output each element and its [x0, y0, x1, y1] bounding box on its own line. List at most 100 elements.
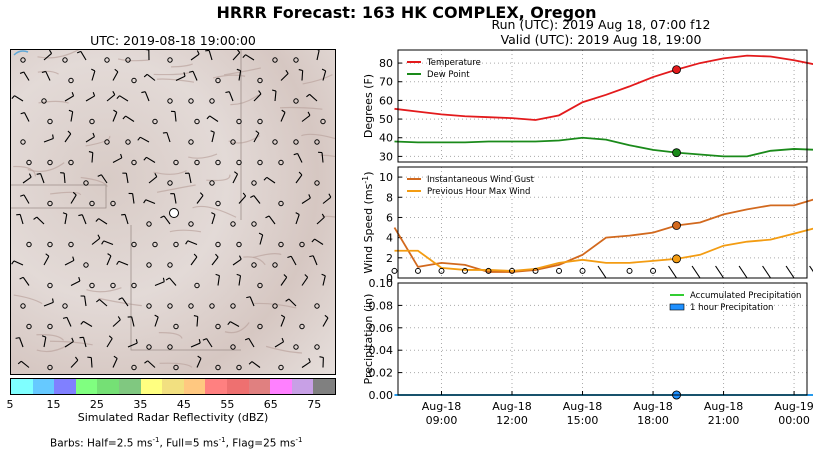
wind-barb [22, 176, 32, 184]
wind-barb [43, 255, 50, 266]
valid-time-marker [672, 148, 681, 158]
wind-barb [125, 173, 129, 184]
wind-barb [238, 70, 242, 81]
calm-wind-circle [236, 241, 242, 248]
x-tick-label: Aug-18 [422, 400, 461, 413]
calm-wind-circle [257, 159, 263, 166]
wind-barb-calm [461, 267, 468, 274]
county-border [130, 225, 241, 351]
terrain-ridge [243, 256, 266, 266]
calm-wind-circle [173, 323, 179, 330]
wind-barb-flag [193, 315, 198, 318]
terrain-ridge [213, 74, 246, 79]
y-tick-label: 0.10 [369, 277, 394, 290]
calm-wind-circle [47, 282, 53, 289]
wind-barb-flag [197, 355, 202, 359]
wind-barb-flag [112, 90, 116, 95]
y-axis-label-exp: -1 [361, 176, 370, 184]
wind-barb-flag [143, 199, 147, 204]
chart-panel-3: 0.00 0.02 0.04 0.06 0.08 0.10 Precipitation (i… [362, 277, 813, 427]
colorbar-tick-label: 5 [6, 398, 14, 411]
wind-barb [20, 360, 30, 368]
wind-barb [232, 173, 239, 184]
wind-barb [188, 173, 192, 184]
wind-barb-flag [76, 50, 82, 54]
wind-barb-flag [236, 273, 241, 277]
wind-barb-map [10, 49, 336, 375]
wind-barb-flag [237, 50, 241, 53]
wind-barb-flag [122, 115, 127, 120]
calm-wind-circle [278, 364, 284, 371]
wind-barb [64, 95, 74, 102]
calm-wind-circle [188, 221, 194, 227]
wind-barb-flag [67, 130, 72, 135]
series-line-2 [394, 136, 813, 158]
wind-barb [43, 337, 47, 348]
terrain-ridge [171, 63, 193, 68]
wind-barb [297, 153, 303, 163]
wind-barb [147, 360, 156, 368]
wind-barb [70, 359, 79, 368]
wind-barb-flag [265, 215, 270, 219]
wind-barb [322, 196, 332, 204]
wind-barb [139, 136, 150, 143]
wind-barb-flag [71, 91, 75, 97]
wind-barb [175, 75, 186, 81]
calm-wind-circle [104, 139, 110, 145]
legend-entry: Accumulated Precipitation [690, 291, 801, 301]
calm-wind-circle [272, 57, 278, 63]
wind-barb-flag [91, 68, 96, 72]
wind-barb [70, 111, 74, 122]
wind-barb [248, 338, 255, 348]
y-tick-label: 0.02 [369, 367, 394, 380]
y-tick-label: 0.06 [369, 322, 394, 335]
y-axis-label-text: Wind Speed (ms [362, 183, 375, 273]
wind-barb [112, 358, 118, 368]
x-tick-label: 15:00 [567, 414, 599, 427]
wind-barb [163, 215, 171, 225]
wind-barb [249, 296, 255, 307]
wind-barb [211, 132, 215, 143]
terrain-ridge [156, 78, 195, 83]
wind-barb-flag [321, 273, 326, 277]
y-tick-label: 2 [386, 252, 393, 265]
wind-barb-flag [162, 277, 165, 282]
wind-barb [280, 317, 286, 327]
wind-barb-flag [11, 260, 15, 265]
terrain-ridge [159, 362, 193, 368]
wind-barb-flag [287, 255, 292, 259]
terrain-ridge [320, 154, 335, 158]
wind-barb-flag [321, 68, 326, 72]
y-tick-label: 10 [379, 171, 393, 184]
calm-wind-circle [272, 303, 278, 309]
wind-barb [145, 199, 156, 205]
calm-wind-circle [278, 159, 284, 166]
barbs-note-exp: -1 [152, 436, 160, 444]
wind-barb [238, 195, 247, 204]
terrain-ridge [153, 71, 191, 76]
barbs-note-prefix: Barbs: Half=2.5 ms [50, 437, 153, 450]
calm-wind-circle [152, 241, 158, 248]
wind-barb [63, 172, 66, 184]
wind-barb [91, 70, 96, 81]
wind-barb-flag [92, 91, 96, 97]
calm-wind-circle [194, 118, 200, 125]
wind-barb-series [809, 265, 813, 273]
calm-wind-circle [257, 77, 263, 84]
calm-wind-circle [173, 241, 179, 248]
calm-wind-circle [62, 57, 68, 63]
y-tick-label: 4 [386, 232, 393, 245]
calm-wind-circle [320, 118, 326, 125]
wind-barb-calm [556, 267, 563, 274]
wind-barb-flag [116, 95, 120, 100]
wind-barb [295, 214, 300, 225]
calm-wind-circle [272, 262, 278, 268]
wind-barb-flag [225, 91, 230, 94]
wind-barb [106, 255, 112, 266]
chart-panel-2: 0 2 4 6 8 10 Wind Speed (ms-1) Instantaneous Wi… [361, 166, 813, 285]
y-tick-label: 6 [386, 211, 393, 224]
colorbar-tick-label: 55 [220, 398, 235, 411]
calm-wind-circle [215, 77, 221, 84]
wind-barb-flag [19, 71, 25, 74]
wind-barb [232, 52, 241, 61]
